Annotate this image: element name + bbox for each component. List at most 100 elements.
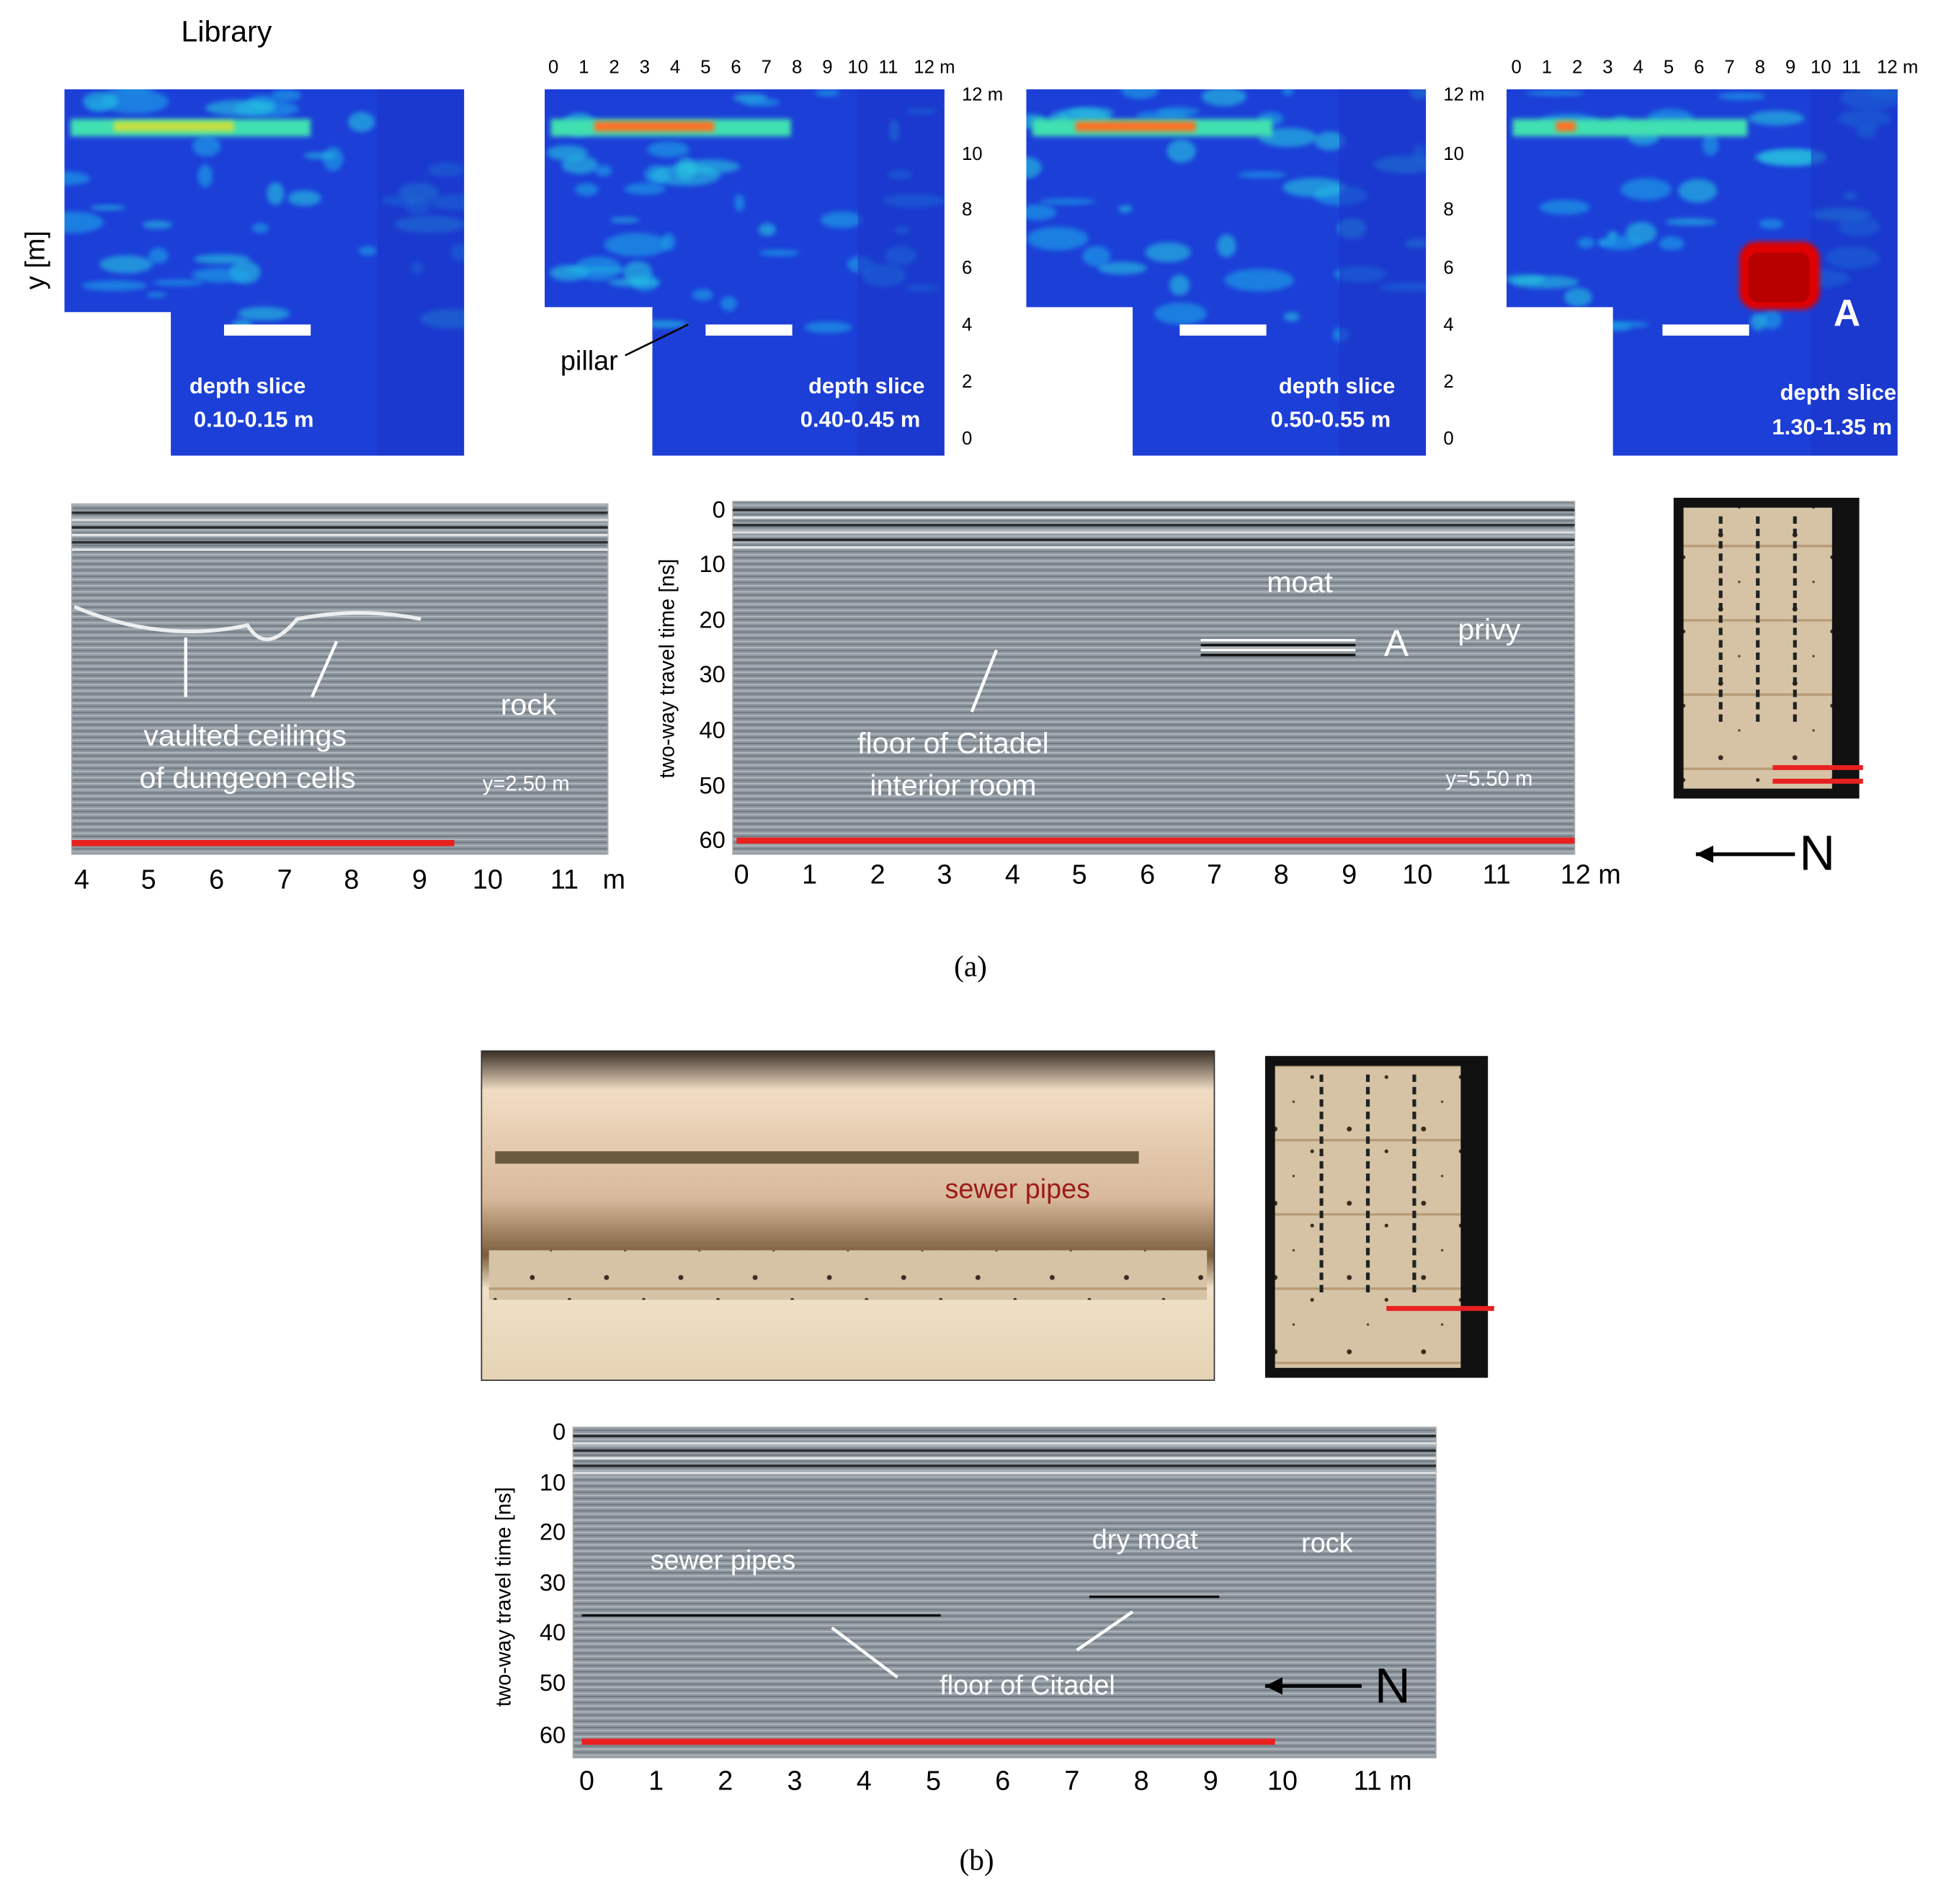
- tick-label: 5: [141, 865, 156, 895]
- speckle: [267, 182, 285, 205]
- streak: [1076, 121, 1196, 132]
- depth-slice-image: [64, 89, 465, 456]
- annotation: of dungeon cells: [140, 761, 356, 795]
- tick-label: 8: [792, 58, 802, 78]
- tick-label: 9: [1203, 1766, 1218, 1796]
- floor-plan-rooms: [1683, 507, 1832, 789]
- north-label: N: [1375, 1658, 1411, 1714]
- speckle: [574, 183, 599, 196]
- speckle: [1506, 274, 1545, 285]
- speckle: [741, 98, 780, 107]
- speckle: [804, 321, 852, 334]
- annotation: A: [1384, 622, 1409, 664]
- speckle: [604, 233, 669, 257]
- radargram-image: [71, 503, 609, 855]
- tick-label: 10: [962, 144, 983, 164]
- speckle: [1664, 218, 1717, 225]
- reflection-band: [733, 524, 1575, 527]
- tick-label: 9: [412, 865, 427, 895]
- annotation: rock: [1301, 1528, 1352, 1558]
- photo-pipe: [495, 1151, 1139, 1164]
- tick-label: 7: [1724, 58, 1734, 78]
- tick-label: 7: [1207, 860, 1222, 890]
- speckle: [146, 292, 167, 298]
- annotation: pillar: [561, 347, 618, 377]
- tick-label: 12 m: [1561, 860, 1621, 890]
- tick-label: 0: [713, 496, 726, 522]
- tick-label: 12 m: [1443, 84, 1484, 104]
- north-arrowhead: [1695, 845, 1713, 863]
- illustrations: [64, 89, 1898, 1758]
- speckle: [1282, 89, 1294, 96]
- reflection-band: [573, 1449, 1437, 1452]
- north-arrowhead: [1264, 1677, 1282, 1695]
- reflection-band: [733, 509, 1575, 511]
- speckle: [594, 165, 612, 177]
- pointer: [831, 1626, 898, 1679]
- speckle: [1718, 92, 1766, 100]
- tick-label: 50: [540, 1669, 566, 1696]
- speckle: [1026, 226, 1089, 251]
- speckle: [1097, 262, 1147, 275]
- speckle: [1118, 205, 1133, 213]
- speckle: [1283, 312, 1300, 322]
- slice-caption: depth slice: [1279, 373, 1395, 398]
- speckle: [90, 205, 126, 210]
- speckle: [1659, 236, 1685, 251]
- tick-label: 0: [548, 58, 558, 78]
- reflection-band: [573, 1434, 1437, 1437]
- speckle: [1169, 274, 1190, 296]
- tick-label: 8: [1274, 860, 1289, 890]
- speckle: [1539, 200, 1590, 215]
- speckle: [81, 280, 148, 291]
- speckle: [142, 220, 173, 229]
- photo: [481, 1050, 1215, 1381]
- annotation: rock: [501, 688, 557, 721]
- speckle: [348, 112, 375, 133]
- speckle: [1556, 319, 1571, 341]
- right-fade: [1811, 89, 1898, 456]
- tick-label: 10: [1402, 860, 1432, 890]
- speckle: [610, 217, 640, 223]
- annotation: y=5.50 m: [1445, 767, 1532, 790]
- tick-label: 40: [700, 716, 726, 743]
- tick-label: 0: [579, 1766, 594, 1796]
- tick-label: 1: [802, 860, 817, 890]
- annotation: sewer pipes: [945, 1174, 1090, 1204]
- speckle: [1120, 89, 1159, 99]
- vault-reflection: [73, 604, 421, 641]
- tick-label: 20: [700, 606, 726, 633]
- speckle: [99, 255, 153, 274]
- speckle: [86, 100, 109, 112]
- tick-label: 8: [1134, 1766, 1149, 1796]
- annotation: sewer pipes: [651, 1546, 796, 1576]
- tick-label: 9: [1785, 58, 1795, 78]
- tick-label: 4: [857, 1766, 872, 1796]
- speckle: [1154, 302, 1208, 325]
- speckle: [205, 99, 276, 116]
- annotation: moat: [1267, 566, 1333, 599]
- tick-label: 11: [1842, 58, 1861, 78]
- speckle: [734, 194, 745, 212]
- reflection-band: [71, 533, 608, 537]
- tick-label: 30: [540, 1569, 566, 1596]
- speckle: [1026, 156, 1042, 179]
- scale-bar: [1179, 324, 1267, 336]
- pointer: [970, 649, 999, 712]
- tick-label: 5: [1664, 58, 1674, 78]
- speckle: [1224, 269, 1295, 292]
- pointer: [311, 640, 339, 698]
- speckle: [1749, 110, 1805, 126]
- speckle: [720, 296, 737, 311]
- tick-label: 9: [822, 58, 832, 78]
- tick-label: 4: [962, 315, 972, 335]
- depth-slice-image: [1026, 89, 1427, 456]
- speckle: [1760, 309, 1782, 330]
- tick-label: 8: [962, 200, 972, 220]
- tick-label: 10: [473, 865, 503, 895]
- reflection-band: [733, 538, 1575, 542]
- annotation: interior room: [870, 769, 1036, 802]
- tick-label: 5: [700, 58, 710, 78]
- speckle: [1594, 323, 1632, 331]
